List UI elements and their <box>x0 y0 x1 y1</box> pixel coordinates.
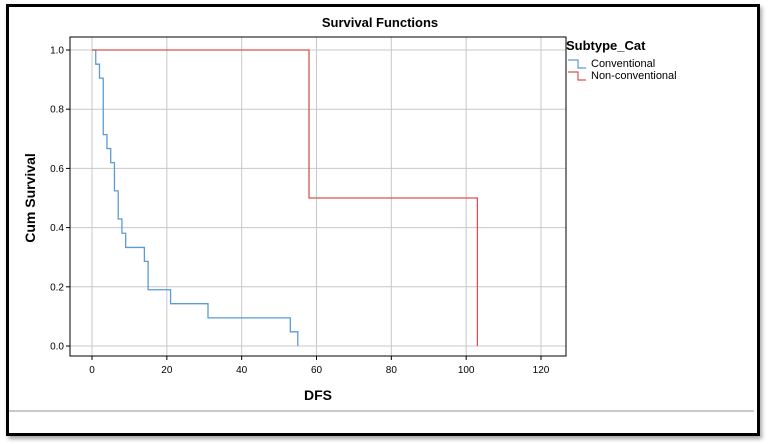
series <box>92 49 479 346</box>
x-axis-title: DFS <box>304 387 332 403</box>
x-tick-label: 40 <box>236 365 248 376</box>
x-tick-label: 60 <box>311 365 323 376</box>
x-tick-label: 120 <box>533 365 550 376</box>
x-tick-label: 100 <box>458 365 475 376</box>
x-tick-label: 0 <box>89 365 95 376</box>
bottom-strip <box>9 410 754 412</box>
x-tick-label: 20 <box>161 365 173 376</box>
chart-title: Survival Functions <box>322 15 438 30</box>
grid <box>70 37 566 356</box>
legend-label-non-conventional: Non-conventional <box>591 70 677 82</box>
y-tick-label: 0.4 <box>50 223 64 234</box>
chart-frame <box>6 4 760 436</box>
series-line-conventional <box>92 49 299 346</box>
y-tick-label: 1.0 <box>50 46 64 57</box>
y-tick-label: 0.8 <box>50 105 64 116</box>
legend-title: Subtype_Cat <box>566 38 646 53</box>
y-axis-title: Cum Survival <box>22 153 38 242</box>
legend-swatch-conventional <box>568 59 586 69</box>
y-tick-label: 0.2 <box>50 282 64 293</box>
axis-ticks: 0 20 40 60 80 100 120 0.0 0.2 0.4 0.6 0.8 1.0 <box>50 46 550 377</box>
y-tick-label: 0.6 <box>50 164 64 175</box>
y-tick-label: 0.0 <box>50 342 64 353</box>
legend-swatch-non-conventional <box>568 71 586 81</box>
plot-area <box>69 36 567 357</box>
x-tick-label: 80 <box>386 365 398 376</box>
legend-label-conventional: Conventional <box>591 58 655 70</box>
series-line-non-conventional <box>92 49 479 346</box>
